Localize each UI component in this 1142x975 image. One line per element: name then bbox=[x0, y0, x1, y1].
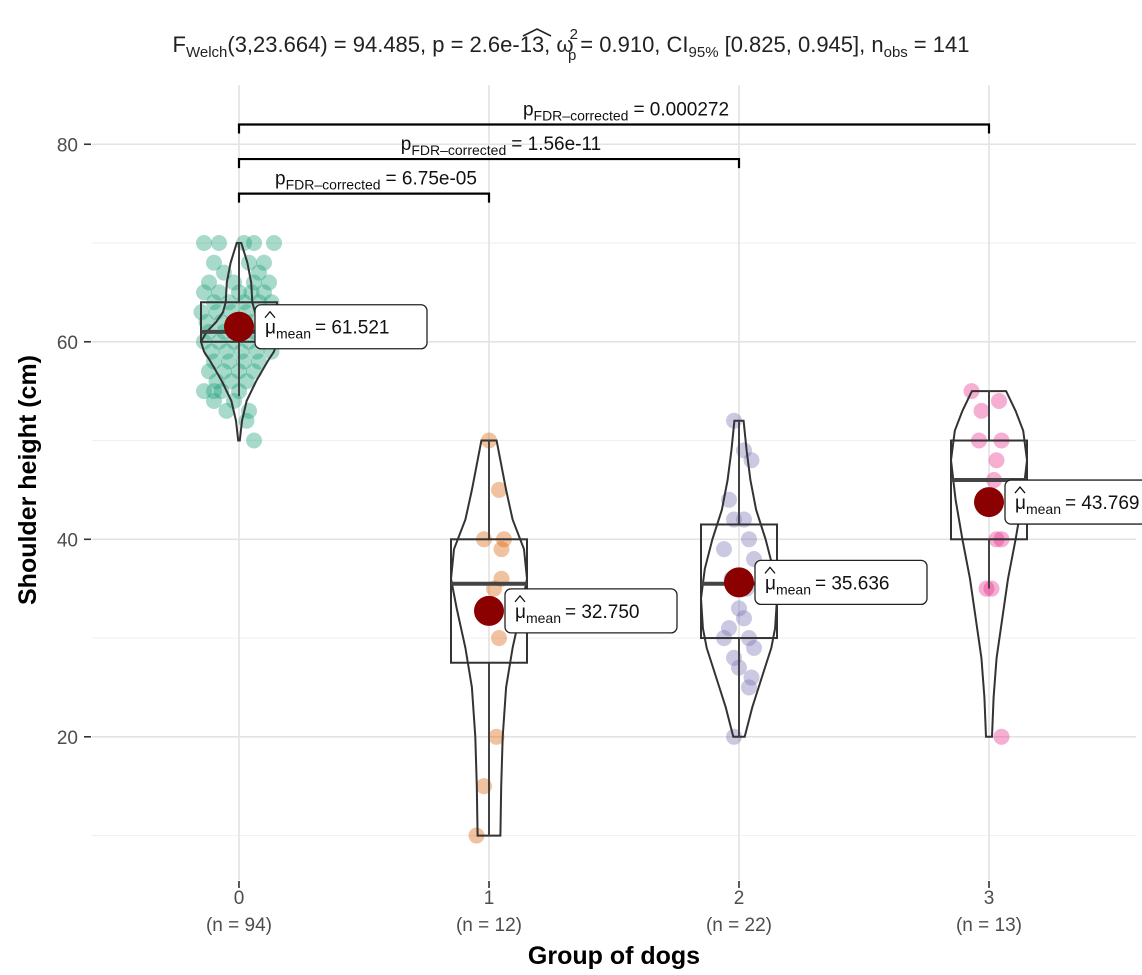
data-point bbox=[746, 640, 762, 656]
mean-label: μmean = 35.636 bbox=[755, 560, 927, 604]
y-tick-label: 40 bbox=[57, 530, 78, 551]
data-point bbox=[991, 393, 1007, 409]
data-point bbox=[196, 235, 212, 251]
x-axis-label: Group of dogs bbox=[528, 942, 700, 970]
data-point bbox=[744, 452, 760, 468]
mean-point bbox=[224, 312, 254, 342]
x-tick-count: (n = 13) bbox=[956, 915, 1022, 936]
x-tick-label: 1 bbox=[484, 888, 495, 909]
data-point bbox=[974, 403, 990, 419]
data-point bbox=[494, 541, 510, 557]
data-point bbox=[741, 679, 757, 695]
pairwise-bracket: pFDR–corrected = 0.000272 bbox=[239, 100, 989, 134]
x-tick-count: (n = 22) bbox=[706, 915, 772, 936]
mean-point bbox=[724, 567, 754, 597]
means: μmean = 61.521 μmean = 32.750 μmean = 35.636 μ… bbox=[224, 305, 1142, 633]
bracket-line bbox=[239, 125, 989, 134]
bracket-label: pFDR–corrected = 6.75e-05 bbox=[275, 169, 477, 193]
data-point bbox=[741, 531, 757, 547]
gridlines bbox=[92, 85, 1136, 880]
mean-label: μmean = 43.769 bbox=[1005, 480, 1142, 524]
bracket-label: pFDR–corrected = 1.56e-11 bbox=[401, 134, 601, 158]
x-tick-label: 3 bbox=[984, 888, 995, 909]
bracket-line bbox=[239, 194, 489, 203]
data-point bbox=[211, 235, 227, 251]
data-point bbox=[266, 235, 282, 251]
mean-label: μmean = 61.521 bbox=[255, 305, 427, 349]
data-point bbox=[989, 452, 1005, 468]
data-point bbox=[246, 433, 262, 449]
y-axis-label: Shoulder height (cm) bbox=[14, 355, 42, 605]
pairwise-bracket: pFDR–corrected = 6.75e-05 bbox=[239, 169, 489, 203]
bracket-label: pFDR–corrected = 0.000272 bbox=[523, 100, 729, 124]
x-tick-label: 0 bbox=[234, 888, 245, 909]
x-tick-label: 2 bbox=[734, 888, 745, 909]
y-tick-label: 20 bbox=[57, 728, 78, 749]
data-point bbox=[491, 630, 507, 646]
y-tick-label: 60 bbox=[57, 333, 78, 354]
data-point bbox=[994, 729, 1010, 745]
pairwise-comparisons: pFDR–corrected = 6.75e-05 pFDR–corrected = … bbox=[239, 100, 989, 203]
y-tick-label: 80 bbox=[57, 135, 78, 156]
mean-point bbox=[474, 596, 504, 626]
data-point bbox=[984, 581, 1000, 597]
data-point bbox=[206, 393, 222, 409]
x-tick-count: (n = 94) bbox=[206, 915, 272, 936]
chart-title: FWelch(3,23.664) = 94.485, p = 2.6e-13, … bbox=[173, 26, 970, 64]
data-point bbox=[736, 610, 752, 626]
data-point bbox=[716, 541, 732, 557]
axes: 20 40 60 80 0 (n = 94) 1 (n = 12) 2 (n = 22) 3 (n =… bbox=[57, 135, 1022, 936]
mean-point bbox=[974, 487, 1004, 517]
data-point bbox=[246, 235, 262, 251]
x-tick-count: (n = 12) bbox=[456, 915, 522, 936]
mean-label: μmean = 32.750 bbox=[505, 589, 677, 633]
